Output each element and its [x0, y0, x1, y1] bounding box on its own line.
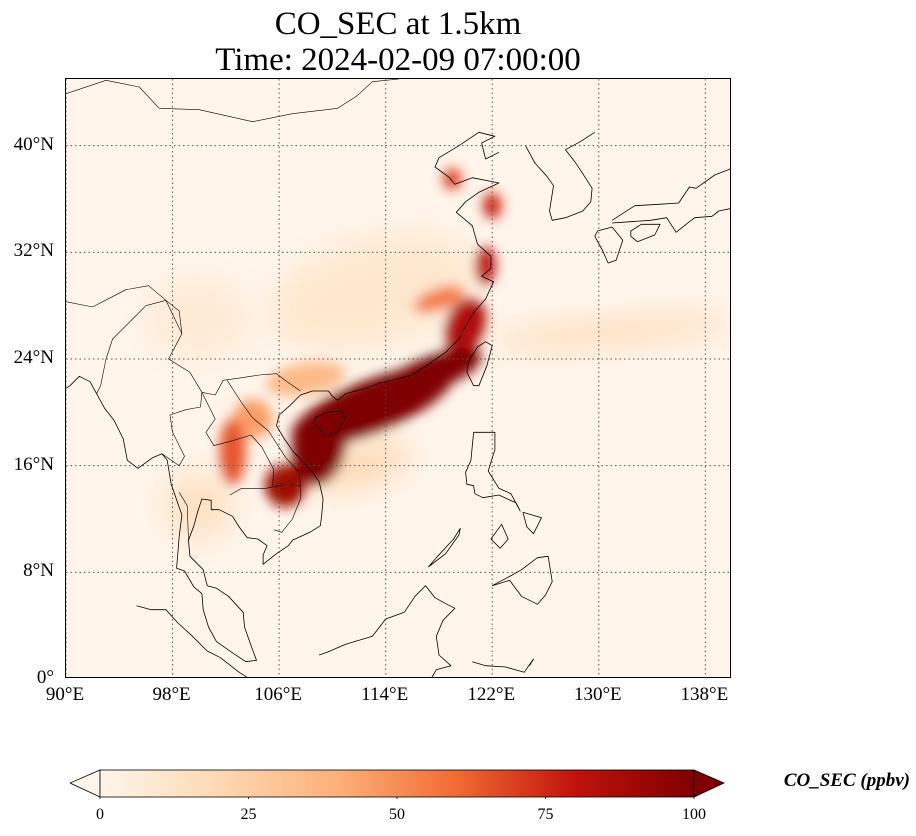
lon-tick-label: 122°E [467, 684, 516, 705]
border-myanmar-thai [96, 300, 183, 394]
gridlines [66, 79, 730, 677]
plume-blob [145, 279, 253, 359]
border-myanmar-thai-south [161, 392, 203, 467]
colorbar-max-extension [693, 769, 725, 798]
colorbar-tick-label: 25 [240, 806, 257, 823]
coast-sumatra [136, 605, 248, 677]
border-mekong-thai [178, 492, 189, 541]
coast-japan-west [611, 168, 730, 221]
colorbar-tick-label: 75 [537, 806, 554, 823]
coast-hainan [313, 410, 347, 437]
colorbar-tick-label: 50 [389, 806, 405, 823]
plume-blob [474, 245, 497, 286]
plume-blob [268, 233, 477, 351]
concentration-field [145, 168, 730, 539]
coast-taiwan [466, 341, 493, 387]
border-cambodia-vn [273, 485, 301, 533]
lat-tick-label: 40°N [13, 133, 54, 155]
coast-japan-honshu [612, 208, 730, 233]
coast-luzon [465, 431, 521, 512]
coast-sulawesi [472, 658, 534, 673]
lon-tick-label: 114°E [361, 684, 409, 705]
coast-borneo [318, 585, 456, 677]
coast-samar [522, 511, 542, 535]
plume-blob [264, 464, 308, 507]
colorbar-tick-label: 0 [96, 806, 104, 823]
lon-tick-label: 106°E [254, 684, 302, 705]
border-china-south [66, 285, 301, 396]
coast-china-east [66, 131, 500, 663]
map-panel [65, 78, 731, 678]
colorbar [70, 769, 725, 799]
plume-blob [232, 399, 273, 439]
plume-blob [165, 472, 233, 539]
lat-tick-label: 16°N [13, 453, 54, 475]
lat-tick-label: 24°N [13, 347, 54, 368]
colorbar-min-extension [70, 769, 101, 798]
coast-palawan [427, 527, 461, 568]
plume-blob [413, 285, 465, 313]
chart-title-line1: CO_SEC at 1.5km [274, 6, 522, 42]
plume-blob [219, 419, 246, 486]
plume-blob [266, 361, 346, 397]
lon-tick-label: 130°E [573, 684, 622, 705]
lon-tick-label: 138°E [680, 684, 729, 705]
colorbar-tick-label: 100 [682, 806, 706, 823]
plume-blob [381, 347, 483, 397]
coast-japan-kyushu [594, 226, 624, 264]
border-china-north [66, 79, 400, 123]
lat-tick-label: 8°N [23, 560, 54, 582]
border-thai-cambodia [229, 486, 273, 496]
plume-blob [442, 168, 462, 190]
plume-blob [492, 315, 730, 350]
colorbar-gradient [99, 769, 695, 798]
coast-korea [525, 131, 596, 221]
coast-mindanao [492, 555, 553, 605]
lon-tick-label: 98°E [152, 684, 191, 705]
colorbar-label: CO_SEC (ppbv) [783, 770, 910, 791]
lon-tick-label: 90°E [45, 684, 85, 705]
lat-tick-label: 0° [36, 667, 54, 688]
coast-japan-shikoku [630, 223, 661, 243]
chart-title-line2: Time: 2024-02-09 07:00:00 [215, 42, 581, 78]
lat-tick-label: 32°N [13, 240, 54, 262]
coast-visayas [490, 523, 509, 549]
map-canvas [66, 79, 730, 677]
coastlines [66, 79, 730, 677]
